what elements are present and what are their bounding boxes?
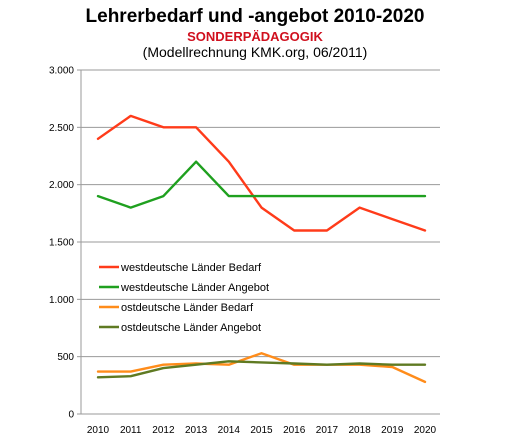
- y-tick-label: 2.000: [49, 180, 74, 191]
- x-tick-label: 2018: [348, 425, 371, 436]
- x-tick-label: 2013: [185, 425, 208, 436]
- x-tick-labels: 2010 2011 2012 2013 2014 2015 2016 2017 2018 2019…: [87, 425, 437, 436]
- x-tick-label: 2016: [283, 425, 306, 436]
- y-tick-label: 0: [68, 410, 74, 421]
- series-line: [96, 352, 427, 384]
- x-tick-label: 2012: [152, 425, 175, 436]
- legend-label: westdeutsche Länder Bedarf: [120, 262, 262, 274]
- x-tick-label: 2010: [87, 425, 110, 436]
- y-tick-label: 1.500: [49, 238, 74, 249]
- y-tick-label: 2.500: [49, 123, 74, 134]
- chart-subtitle: SONDERPÄDAGOGIK: [187, 29, 323, 44]
- x-tick-label: 2014: [218, 425, 241, 436]
- y-tick-label: 1.000: [49, 295, 74, 306]
- data-series: [96, 114, 427, 384]
- x-tick-label: 2015: [250, 425, 273, 436]
- y-tick-label: 500: [57, 352, 74, 363]
- series-line: [96, 114, 427, 232]
- x-tick-label: 2017: [316, 425, 339, 436]
- x-tick-label: 2020: [414, 425, 437, 436]
- legend-label: ostdeutsche Länder Angebot: [121, 322, 261, 334]
- y-tick-label: 3.000: [49, 66, 74, 77]
- series-line: [96, 160, 427, 209]
- y-tick-labels: 0 500 1.000 1.500 2.000 2.500 3.000: [49, 66, 74, 421]
- legend: westdeutsche Länder Bedarf westdeutsche L…: [99, 262, 269, 334]
- axes: [77, 69, 440, 415]
- series-line: [96, 360, 427, 379]
- x-tick-label: 2011: [120, 425, 142, 436]
- gridlines: [81, 69, 440, 358]
- x-tick-label: 2019: [381, 425, 404, 436]
- chart-note: (Modellrechnung KMK.org, 06/2011): [142, 44, 368, 60]
- legend-label: ostdeutsche Länder Bedarf: [121, 302, 254, 314]
- chart-title: Lehrerbedarf und -angebot 2010-2020: [85, 6, 425, 27]
- legend-label: westdeutsche Länder Angebot: [120, 282, 269, 294]
